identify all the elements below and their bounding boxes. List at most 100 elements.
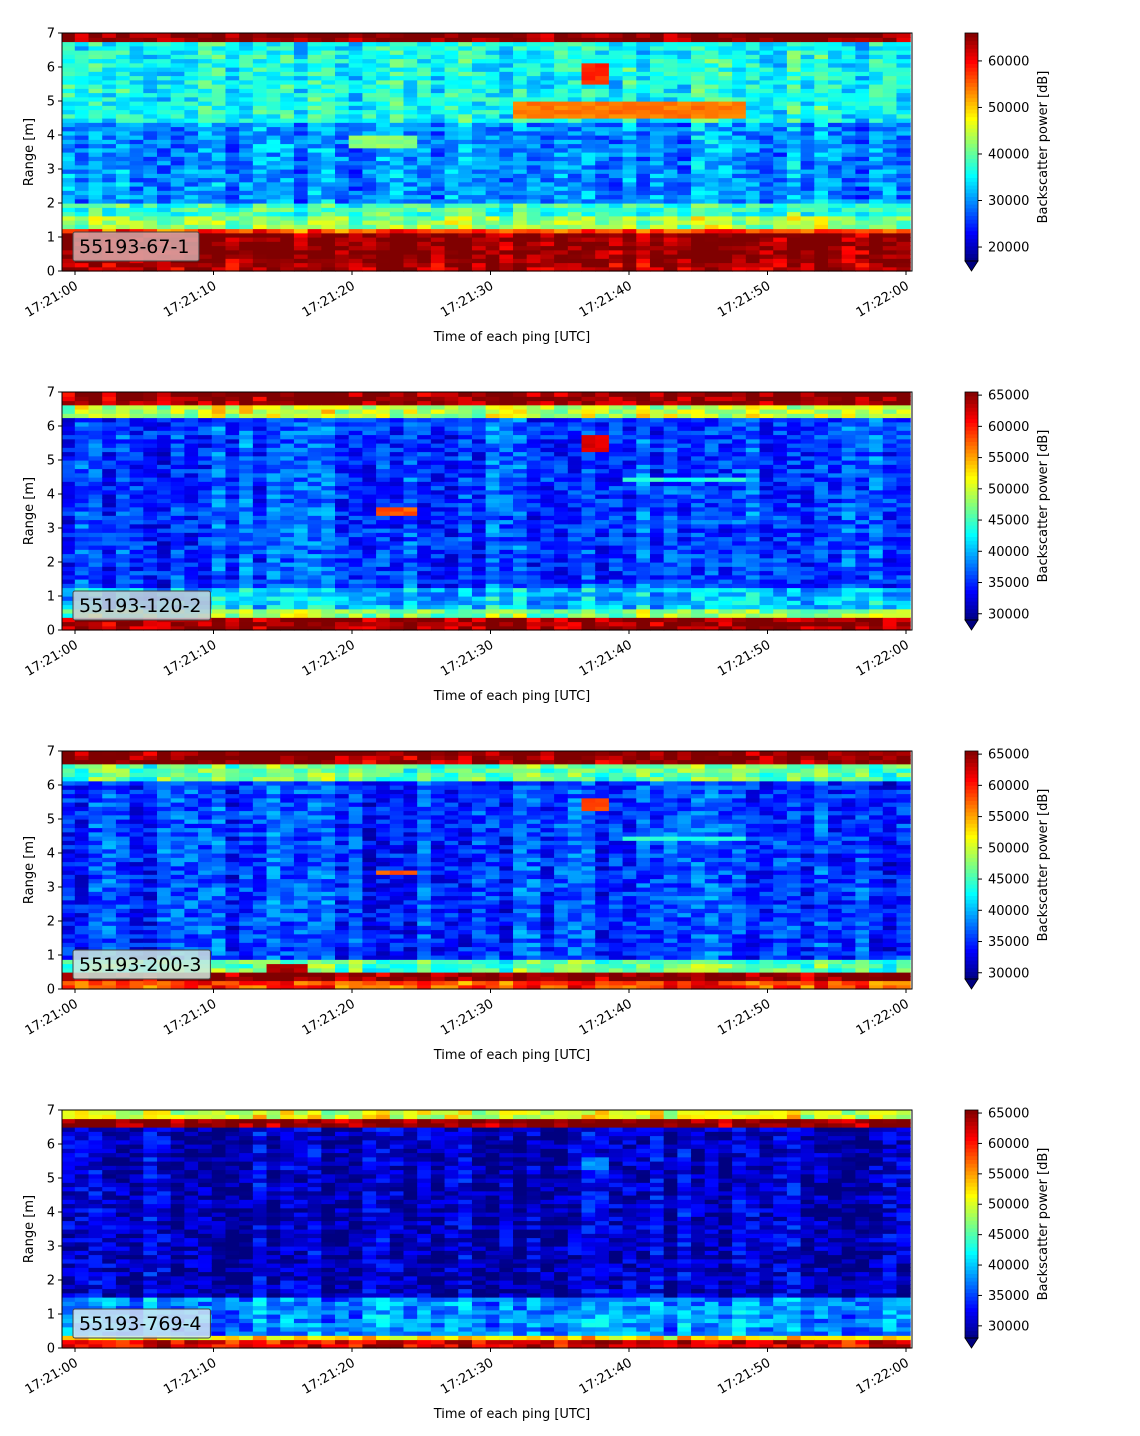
panel-label: 55193-769-4 [72, 1308, 211, 1339]
colorbar: 20000 30000 40000 50000 60000 Backscatter pow… [964, 32, 1051, 272]
x-tick-label: 17:21:40 [577, 638, 635, 680]
y-axis-label: Range [m] [22, 836, 37, 904]
y-tick-label: 2 [47, 556, 55, 571]
colorbar-tick-label: 60000 [988, 54, 1029, 69]
y-tick-label: 4 [47, 847, 55, 862]
y-tick-label: 0 [47, 1342, 55, 1357]
panel-label-text: 55193-67-1 [79, 236, 189, 258]
y-tick-label: 4 [47, 488, 55, 503]
y-tick-label: 5 [47, 454, 55, 469]
colorbar-tick-label: 45000 [988, 1228, 1029, 1243]
colorbar-label: Backscatter power [dB] [1036, 430, 1051, 583]
colorbar-tick-label: 55000 [988, 810, 1029, 825]
colorbar-extend-arrow [964, 978, 979, 990]
x-tick-label: 17:21:10 [161, 1356, 219, 1398]
x-tick-label: 17:21:50 [715, 1356, 773, 1398]
colorbar-tick-label: 55000 [988, 451, 1029, 466]
y-axis-label: Range [m] [22, 118, 37, 186]
x-tick-label: 17:21:10 [161, 638, 219, 680]
x-tick-label: 17:21:50 [715, 997, 773, 1039]
y-tick-label: 3 [47, 522, 55, 537]
y-tick-label: 5 [47, 95, 55, 110]
x-tick-label: 17:22:00 [854, 1356, 912, 1398]
axes-frame [61, 391, 913, 631]
axes-frame [61, 750, 913, 990]
colorbar-tick-label: 65000 [988, 748, 1029, 763]
colorbar-tick-label: 40000 [988, 904, 1029, 919]
colorbar-label: Backscatter power [dB] [1036, 71, 1051, 224]
y-tick-label: 5 [47, 813, 55, 828]
y-tick-label: 1 [47, 1308, 55, 1323]
y-tick-label: 2 [47, 1274, 55, 1289]
colorbar: 30000 35000 40000 45000 50000 55000 60000 65000… [964, 1107, 1051, 1349]
colorbar-tick-label: 50000 [988, 482, 1029, 497]
colorbar: 30000 35000 40000 45000 50000 55000 60000 65000… [964, 748, 1051, 990]
x-tick-label: 17:21:20 [300, 638, 358, 680]
colorbar-tick-label: 30000 [988, 1319, 1029, 1334]
y-tick-label: 1 [47, 231, 55, 246]
x-tick-label: 17:22:00 [854, 997, 912, 1039]
y-tick-label: 1 [47, 590, 55, 605]
x-tick-label: 17:21:40 [577, 1356, 635, 1398]
x-tick-label: 17:21:50 [715, 638, 773, 680]
y-tick-label: 7 [47, 745, 55, 760]
x-axis-label: Time of each ping [UTC] [433, 1407, 591, 1422]
panel-label: 55193-120-2 [72, 590, 211, 621]
heatmap-cells [61, 33, 911, 272]
colorbar-tick-label: 50000 [988, 1198, 1029, 1213]
x-tick-label: 17:21:00 [23, 1356, 81, 1398]
colorbar-tick-label: 30000 [988, 194, 1029, 209]
y-tick-label: 4 [47, 129, 55, 144]
x-tick-label: 17:21:00 [23, 279, 81, 321]
heatmap-cells [61, 751, 911, 990]
colorbar-tick-label: 60000 [988, 420, 1029, 435]
x-tick-label: 17:21:40 [577, 997, 635, 1039]
y-tick-label: 7 [47, 27, 55, 42]
colorbar-tick-label: 55000 [988, 1167, 1029, 1182]
colorbar-label: Backscatter power [dB] [1036, 1148, 1051, 1301]
colorbar-extend-arrow [964, 619, 979, 631]
y-tick-label: 6 [47, 61, 55, 76]
y-tick-label: 5 [47, 1172, 55, 1187]
x-tick-label: 17:21:20 [300, 279, 358, 321]
x-axis-label: Time of each ping [UTC] [433, 689, 591, 704]
y-tick-label: 6 [47, 1138, 55, 1153]
colorbar-tick-label: 50000 [988, 841, 1029, 856]
x-tick-label: 17:21:20 [300, 997, 358, 1039]
x-tick-label: 17:21:30 [438, 997, 496, 1039]
y-tick-label: 0 [47, 624, 55, 639]
chart-panel-3: 0 1 2 3 4 5 6 7 17:21:00 17:21:10 17:21:20 17:21:30… [0, 745, 1051, 1063]
colorbar-tick-label: 65000 [988, 1107, 1029, 1122]
panel-label-text: 55193-120-2 [79, 595, 202, 617]
y-tick-label: 4 [47, 1206, 55, 1221]
axes-frame [61, 1109, 913, 1349]
x-tick-label: 17:21:00 [23, 638, 81, 680]
colorbar-label: Backscatter power [dB] [1036, 789, 1051, 942]
heatmap-cells [61, 1110, 911, 1349]
colorbar-tick-label: 35000 [988, 1289, 1029, 1304]
colorbar-extend-arrow [964, 1337, 979, 1349]
y-tick-label: 7 [47, 1104, 55, 1119]
colorbar-tick-label: 30000 [988, 966, 1029, 981]
colorbar-tick-label: 60000 [988, 1137, 1029, 1152]
x-axis-label: Time of each ping [UTC] [433, 330, 591, 345]
x-tick-label: 17:21:10 [161, 279, 219, 321]
panel-label-text: 55193-769-4 [79, 1313, 202, 1335]
panel-label: 55193-67-1 [72, 231, 200, 262]
x-tick-label: 17:21:40 [577, 279, 635, 321]
x-axis-label: Time of each ping [UTC] [433, 1048, 591, 1063]
x-tick-label: 17:22:00 [854, 279, 912, 321]
y-tick-label: 2 [47, 197, 55, 212]
x-tick-label: 17:22:00 [854, 638, 912, 680]
x-tick-label: 17:21:30 [438, 279, 496, 321]
colorbar-tick-label: 45000 [988, 873, 1029, 888]
axes-frame [61, 32, 913, 272]
y-tick-label: 7 [47, 386, 55, 401]
colorbar-tick-label: 40000 [988, 147, 1029, 162]
colorbar-extend-arrow [964, 260, 979, 272]
x-tick-label: 17:21:10 [161, 997, 219, 1039]
colorbar-tick-label: 65000 [988, 389, 1029, 404]
colorbar-tick-label: 60000 [988, 779, 1029, 794]
x-tick-label: 17:21:50 [715, 279, 773, 321]
